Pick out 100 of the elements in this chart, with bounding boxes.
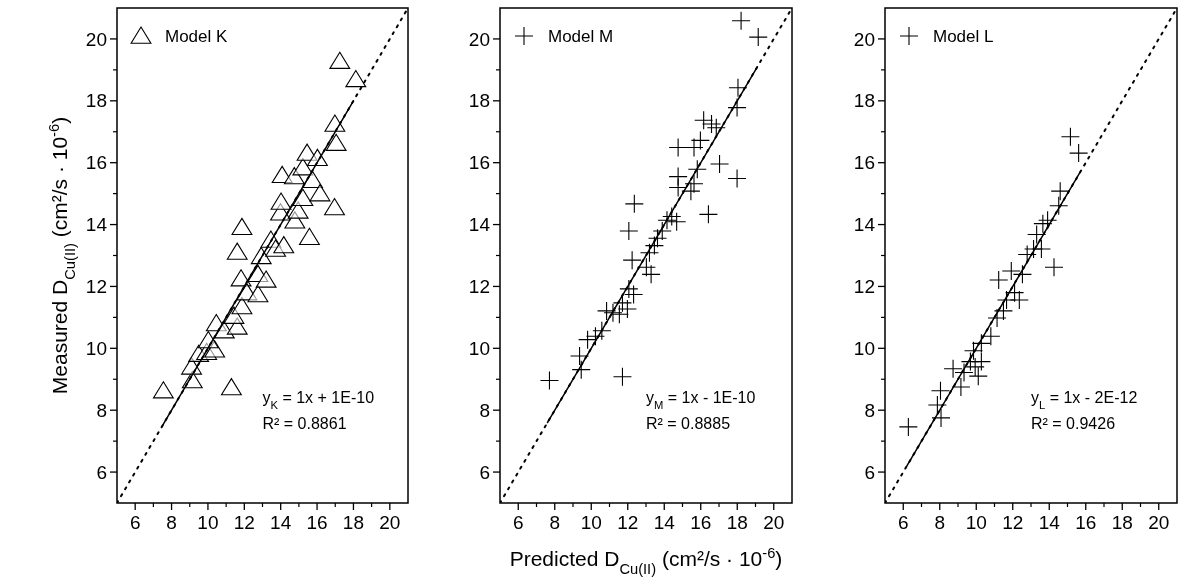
point [641, 264, 661, 284]
x-tick-label: 16 [1075, 512, 1097, 533]
point [603, 303, 623, 323]
point [619, 221, 639, 241]
annotation: R² = 0.8885 [646, 415, 731, 432]
x-tick-label: 20 [1148, 512, 1170, 533]
point [698, 204, 718, 224]
point [731, 11, 751, 31]
y-tick-label: 8 [479, 399, 490, 421]
y-tick-label: 12 [85, 276, 107, 298]
point [668, 137, 688, 158]
x-tick-label: 10 [965, 512, 987, 533]
point [619, 279, 639, 299]
point [612, 367, 633, 387]
point [898, 417, 918, 437]
y-tick-label: 14 [85, 214, 108, 236]
point [571, 360, 591, 380]
x-tick-label: 6 [129, 512, 141, 533]
point [1005, 283, 1025, 303]
point [1017, 245, 1037, 265]
point [152, 381, 174, 399]
point [255, 270, 277, 288]
point [968, 366, 988, 386]
y-tick-label: 10 [85, 337, 107, 359]
x-tick-label: 14 [1038, 512, 1061, 533]
point [927, 395, 947, 415]
point [636, 257, 656, 277]
x-tick-label: 18 [726, 512, 748, 533]
point [226, 242, 248, 260]
x-axis-title: Predicted D$_{Cu(II)}$ (cm²/s · 10$^{-6}$) [509, 545, 783, 577]
point [690, 130, 710, 150]
x-tick-label: 8 [166, 512, 177, 533]
point [329, 51, 351, 69]
point [652, 221, 672, 241]
point [728, 78, 748, 98]
x-tick-label: 10 [580, 512, 602, 533]
point [684, 137, 704, 158]
point [1060, 127, 1080, 147]
point [965, 357, 985, 377]
point [570, 346, 590, 366]
y-tick-label: 6 [864, 461, 875, 483]
x-tick-label: 12 [1002, 512, 1024, 533]
point [325, 133, 347, 151]
point [273, 236, 295, 254]
point [954, 362, 974, 382]
point [662, 206, 682, 227]
point [1031, 239, 1051, 259]
point [609, 304, 629, 324]
point [1049, 196, 1069, 216]
point [684, 174, 704, 194]
y-tick-label: 14 [468, 214, 491, 236]
point [694, 110, 714, 130]
x-tick-label: 12 [233, 512, 255, 533]
point [292, 188, 314, 207]
point [667, 212, 687, 232]
y-tick-label: 20 [85, 28, 107, 50]
x-tick-label: 8 [934, 512, 946, 533]
point [644, 236, 664, 256]
point [539, 370, 560, 391]
y-tick-label: 18 [853, 90, 875, 112]
point [668, 167, 688, 187]
legend-label: Model K [165, 26, 229, 46]
annotation: R² = 0.9426 [1031, 415, 1116, 432]
y-tick-label: 10 [853, 337, 875, 359]
point [270, 192, 292, 210]
y-tick-label: 8 [864, 399, 875, 421]
x-tick-label: 20 [763, 512, 785, 533]
point [1027, 224, 1047, 245]
point [1033, 214, 1053, 234]
point [657, 210, 677, 230]
x-tick-label: 6 [512, 512, 524, 533]
x-tick-label: 18 [1111, 512, 1133, 533]
point [345, 69, 367, 88]
y-tick-label: 6 [479, 461, 490, 483]
point [727, 98, 747, 118]
point [597, 301, 617, 321]
annotation: R² = 0.8861 [262, 415, 347, 432]
point [309, 184, 331, 202]
point [951, 377, 971, 397]
point [197, 331, 219, 349]
point [710, 154, 730, 174]
annotation: y$_{K}$ = 1x + 1E-10 [262, 389, 375, 411]
point [622, 250, 642, 270]
point [981, 326, 1001, 346]
point [220, 378, 242, 396]
point [624, 284, 644, 305]
y-tick-label: 16 [853, 152, 875, 174]
annotation: y$_{L}$ = 1x - 2E-12 [1031, 389, 1138, 411]
y-tick-label: 12 [853, 276, 875, 298]
point [1001, 261, 1021, 281]
point [647, 228, 668, 248]
y-tick-label: 6 [96, 461, 107, 483]
point [1069, 143, 1089, 163]
point [1012, 264, 1032, 284]
x-tick-label: 8 [549, 512, 561, 533]
x-tick-label: 16 [690, 512, 712, 533]
y-tick-label: 16 [468, 152, 490, 174]
legend-label: Model M [548, 26, 614, 46]
point [931, 408, 951, 428]
y-tick-label: 20 [853, 28, 875, 50]
